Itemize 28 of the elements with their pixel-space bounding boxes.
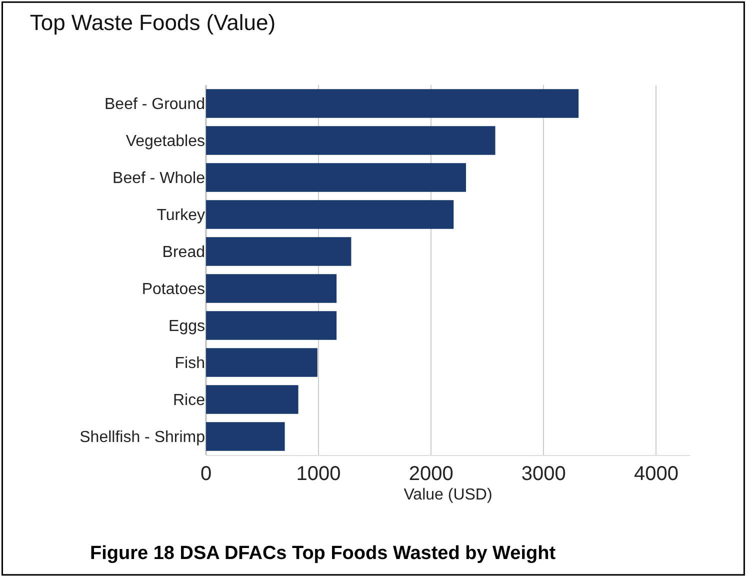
x-tick-label: 1000 bbox=[296, 463, 341, 485]
y-tick-label: Shellfish - Shrimp bbox=[80, 429, 206, 446]
y-tick-label: Vegetables bbox=[126, 133, 205, 150]
y-tick-label: Beef - Ground bbox=[104, 96, 205, 114]
x-tick-label: 0 bbox=[200, 463, 212, 485]
chart-title: Top Waste Foods (Value) bbox=[30, 10, 276, 35]
y-tick-label: Rice bbox=[172, 392, 206, 410]
bar bbox=[206, 385, 298, 414]
bar bbox=[206, 237, 352, 266]
y-tick-label: Eggs bbox=[168, 318, 205, 336]
y-tick-label: Bread bbox=[162, 244, 205, 262]
bar bbox=[206, 311, 337, 340]
y-tick-label: Beef - Whole bbox=[112, 170, 206, 188]
bar bbox=[206, 274, 337, 303]
y-tick-label: Turkey bbox=[156, 207, 205, 224]
x-axis-title: Value (USD) bbox=[404, 486, 492, 504]
bar bbox=[206, 422, 285, 451]
x-tick-label: 2000 bbox=[408, 463, 454, 485]
bar bbox=[206, 89, 579, 118]
x-tick-label: 3000 bbox=[521, 463, 566, 485]
y-tick-label: Fish bbox=[174, 355, 205, 372]
y-tick-label: Potatoes bbox=[142, 281, 205, 298]
bar bbox=[206, 348, 318, 377]
bar bbox=[206, 126, 496, 155]
bar bbox=[206, 200, 454, 229]
bar bbox=[206, 163, 466, 192]
caption: Figure 18 DSA DFACs Top Foods Wasted by Weight bbox=[90, 543, 556, 564]
x-tick-label: 4000 bbox=[634, 463, 678, 485]
